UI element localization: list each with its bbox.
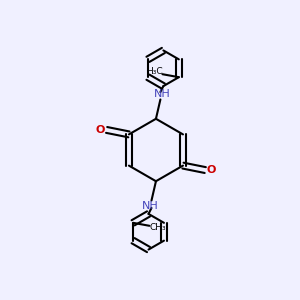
Text: NH: NH [154,89,170,99]
Text: NH: NH [142,201,158,211]
Text: O: O [96,125,105,135]
Text: H₃C: H₃C [146,67,163,76]
Text: O: O [206,165,216,175]
Text: CH₃: CH₃ [149,223,166,232]
